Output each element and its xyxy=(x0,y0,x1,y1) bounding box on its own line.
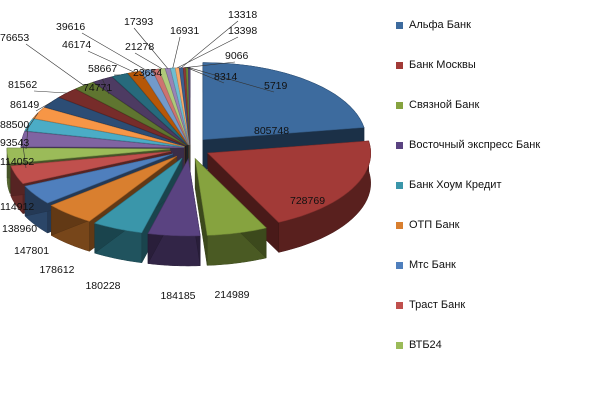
legend-label: Траст Банк xyxy=(409,299,466,311)
data-label-9: 114052 xyxy=(0,156,34,168)
pie-slice-2 xyxy=(194,157,267,236)
legend-label: ВТБ24 xyxy=(409,339,442,351)
legend-label: Восточный экспресс Банк xyxy=(409,139,541,151)
data-label-1: 728769 xyxy=(290,195,325,207)
data-label-14: 76653 xyxy=(0,32,29,44)
leader-line-17 xyxy=(87,50,135,73)
data-label-12: 86149 xyxy=(10,99,39,111)
data-label-4: 180228 xyxy=(85,280,120,292)
leader-line-15 xyxy=(102,79,110,95)
leader-line-9 xyxy=(21,138,27,169)
data-labels: 805748 728769 214989 184185 180228 178612 1478… xyxy=(0,9,325,302)
data-label-16: 58667 xyxy=(88,63,117,75)
leader-line-20 xyxy=(134,52,163,70)
leader-line-26 xyxy=(186,67,225,84)
data-label-24: 13318 xyxy=(228,9,257,21)
leader-line-19 xyxy=(142,69,156,80)
legend-swatch xyxy=(396,61,403,69)
data-label-8: 114912 xyxy=(0,201,34,213)
pie-top xyxy=(6,62,372,237)
legend-item: Альфа Банк xyxy=(396,18,471,32)
pie-slice-0 xyxy=(202,62,365,140)
leader-line-13 xyxy=(33,90,67,94)
data-label-26: 8314 xyxy=(214,71,238,83)
data-label-21: 17393 xyxy=(124,16,153,28)
legend-swatch xyxy=(396,101,403,109)
leader-line-14 xyxy=(25,43,85,86)
data-label-7: 138960 xyxy=(2,223,37,235)
leader-line-24 xyxy=(181,20,239,69)
legend-swatch xyxy=(396,341,403,349)
legend-label: Альфа Банк xyxy=(409,19,471,31)
data-label-6: 147801 xyxy=(14,245,49,257)
data-label-11: 88500 xyxy=(0,119,29,131)
leader-line-21 xyxy=(133,27,168,69)
legend-item: ОТП Банк xyxy=(396,218,459,232)
legend-item: ВТБ24 xyxy=(396,338,442,352)
legend-swatch xyxy=(396,181,403,189)
data-label-25: 9066 xyxy=(225,50,249,62)
pie-slice-5 xyxy=(50,155,177,222)
data-label-5: 178612 xyxy=(39,264,74,276)
leader-line-11 xyxy=(25,112,39,132)
pie-slice-4 xyxy=(94,157,183,234)
legend-item: Траст Банк xyxy=(396,298,465,312)
leader-line-22 xyxy=(172,36,181,69)
pie-slice-8 xyxy=(6,147,171,164)
legend-label: Связной Банк xyxy=(409,99,480,111)
legend-swatch xyxy=(396,301,403,309)
data-label-13: 81562 xyxy=(8,79,37,91)
data-label-27: 5719 xyxy=(264,80,288,92)
data-label-15: 74771 xyxy=(83,82,112,94)
legend-item: Мтс Банк xyxy=(396,258,456,272)
pie-slice-3 xyxy=(147,158,201,237)
data-label-10: 93543 xyxy=(0,137,29,149)
legend-swatch xyxy=(396,21,403,29)
data-label-0: 805748 xyxy=(254,125,289,137)
data-label-3: 184185 xyxy=(160,290,195,302)
leader-line-27 xyxy=(189,67,275,93)
data-label-17: 46174 xyxy=(62,39,91,51)
pie-slice-6 xyxy=(24,153,174,204)
data-label-2: 214989 xyxy=(214,289,249,301)
leader-line-10 xyxy=(25,124,29,150)
legend-swatch xyxy=(396,221,403,229)
leader-line-25 xyxy=(184,61,236,68)
legend-swatch xyxy=(396,261,403,269)
legend-item: Восточный экспресс Банк xyxy=(396,138,540,152)
pie-slice-7 xyxy=(10,151,172,185)
pie-slice-1 xyxy=(207,140,372,223)
data-label-22: 16931 xyxy=(170,25,199,37)
legend-label: Банк Хоум Кредит xyxy=(409,179,502,191)
data-label-18: 39616 xyxy=(56,21,85,33)
legend-label: Мтс Банк xyxy=(409,259,456,271)
data-label-19: 23654 xyxy=(133,67,162,79)
legend-label: ОТП Банк xyxy=(409,219,460,231)
legend-item: Связной Банк xyxy=(396,98,479,112)
leader-line-12 xyxy=(35,101,52,112)
legend-item: Банк Москвы xyxy=(396,58,476,72)
legend-swatch xyxy=(396,141,403,149)
legend-label: Банк Москвы xyxy=(409,59,476,71)
leader-line-18 xyxy=(81,32,147,71)
legend-item: Банк Хоум Кредит xyxy=(396,178,502,192)
data-label-23: 13398 xyxy=(228,25,257,37)
